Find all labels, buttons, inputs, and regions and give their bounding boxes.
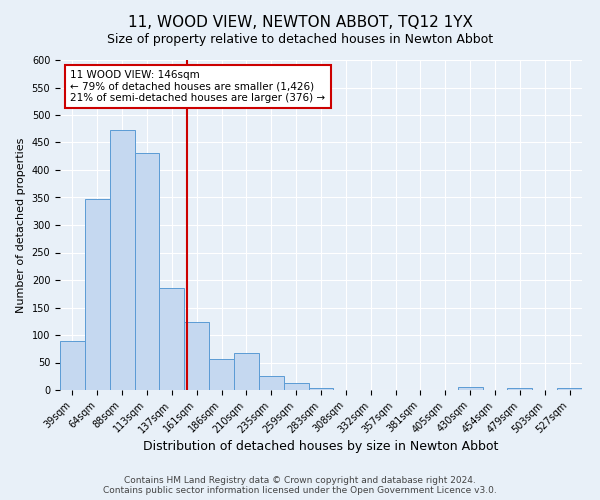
Bar <box>458 387 482 390</box>
Bar <box>60 340 85 390</box>
Bar <box>110 130 134 390</box>
Bar <box>209 358 234 390</box>
Y-axis label: Number of detached properties: Number of detached properties <box>16 138 26 312</box>
Text: 11, WOOD VIEW, NEWTON ABBOT, TQ12 1YX: 11, WOOD VIEW, NEWTON ABBOT, TQ12 1YX <box>128 15 473 30</box>
Bar <box>134 154 160 390</box>
Bar <box>160 288 184 390</box>
Bar <box>259 376 284 390</box>
X-axis label: Distribution of detached houses by size in Newton Abbot: Distribution of detached houses by size … <box>143 440 499 454</box>
Bar <box>234 353 259 390</box>
Text: Size of property relative to detached houses in Newton Abbot: Size of property relative to detached ho… <box>107 32 493 46</box>
Bar <box>308 388 334 390</box>
Bar <box>284 384 308 390</box>
Text: 11 WOOD VIEW: 146sqm
← 79% of detached houses are smaller (1,426)
21% of semi-de: 11 WOOD VIEW: 146sqm ← 79% of detached h… <box>70 70 326 103</box>
Bar <box>85 198 110 390</box>
Text: Contains HM Land Registry data © Crown copyright and database right 2024.
Contai: Contains HM Land Registry data © Crown c… <box>103 476 497 495</box>
Bar <box>184 322 209 390</box>
Bar <box>508 388 532 390</box>
Bar <box>557 388 582 390</box>
